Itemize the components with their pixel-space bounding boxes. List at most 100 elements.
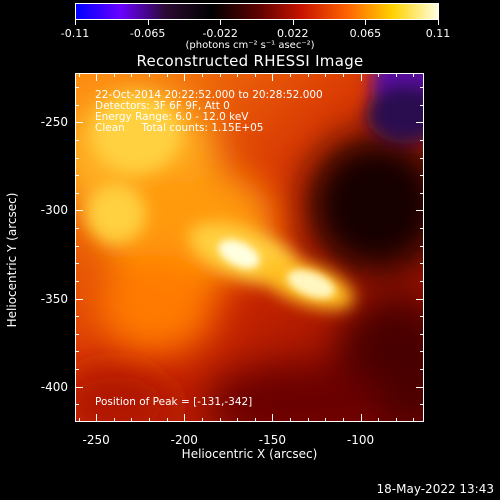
colorbar-tick [147, 20, 149, 25]
axis-tick-mark [75, 228, 79, 230]
colorbar-tick [438, 20, 439, 25]
colorbar-tick-label: 0.11 [425, 27, 451, 40]
axis-tick-mark [420, 228, 424, 230]
axis-tick-mark [420, 316, 424, 318]
axis-tick-mark [420, 263, 424, 265]
peak-position: Position of Peak = [-131,-342] [95, 396, 253, 408]
axis-tick-mark [75, 104, 79, 106]
colorbar-tick-label: -0.11 [60, 27, 90, 40]
colorbar-tick [365, 20, 367, 25]
colorbar-tick-label: 0.065 [349, 27, 382, 40]
colorbar [75, 3, 439, 20]
rhessi-image [76, 74, 423, 421]
colorbar-tick-label: 0.022 [277, 27, 309, 40]
info-time-range: 22-Oct-2014 20:22:52.000 to 20:28:52.000 [95, 89, 323, 101]
axis-tick-mark [413, 73, 415, 77]
axis-tick-mark [420, 333, 424, 335]
axis-tick-mark [75, 351, 79, 353]
footer-date: 18-May-2022 13:43 [376, 482, 494, 496]
info-total-counts: Clean Total counts: 1.15E+05 [95, 122, 264, 134]
axis-tick-mark [75, 192, 79, 194]
axis-tick-mark [254, 73, 256, 77]
image-title: Reconstructed RHESSI Image [136, 52, 364, 70]
axis-tick-mark [290, 418, 292, 422]
axis-tick-mark [272, 73, 274, 81]
axis-tick-mark [96, 73, 98, 81]
colorbar-tick [292, 20, 294, 25]
x-axis-label: Heliocentric X (arcsec) [181, 447, 318, 461]
axis-tick-mark [201, 73, 203, 77]
axis-tick-mark [378, 73, 380, 77]
axis-tick-mark [75, 245, 79, 247]
colorbar-tick-label: -0.022 [202, 27, 238, 40]
rhessi-image-plot: 22-Oct-2014 20:22:52.000 to 20:28:52.000… [75, 73, 424, 422]
axis-tick-mark [75, 316, 79, 318]
colorbar-tick-label: -0.065 [129, 27, 166, 40]
axis-tick-mark [78, 418, 80, 422]
axis-tick-mark [166, 418, 168, 422]
axis-tick-mark [342, 418, 344, 422]
axis-tick-mark [75, 280, 79, 282]
x-tick-label: -200 [170, 433, 198, 447]
axis-tick-mark [75, 210, 83, 212]
axis-tick-mark [420, 280, 424, 282]
axis-tick-mark [113, 73, 115, 77]
axis-tick-mark [237, 418, 239, 422]
axis-tick-mark [420, 175, 424, 177]
axis-tick-mark [166, 73, 168, 77]
axis-tick-mark [75, 333, 79, 335]
axis-tick-mark [307, 73, 309, 77]
colorbar-tick [220, 20, 222, 25]
axis-tick-mark [149, 418, 151, 422]
axis-tick-mark [420, 351, 424, 353]
axis-tick-mark [75, 87, 79, 89]
axis-tick-mark [219, 73, 221, 77]
axis-tick-mark [395, 418, 397, 422]
axis-tick-mark [201, 418, 203, 422]
x-tick-label: -150 [258, 433, 287, 447]
axis-tick-mark [420, 192, 424, 194]
axis-tick-mark [416, 386, 424, 388]
info-detectors: Detectors: 3F 6F 9F, Att 0 [95, 100, 230, 112]
axis-tick-mark [75, 263, 79, 265]
axis-tick-mark [272, 414, 274, 422]
axis-tick-mark [184, 73, 186, 81]
axis-tick-mark [149, 73, 151, 77]
axis-tick-mark [378, 418, 380, 422]
info-energy-range: Energy Range: 6.0 - 12.0 keV [95, 111, 249, 123]
axis-tick-mark [420, 369, 424, 371]
axis-tick-mark [254, 418, 256, 422]
axis-tick-mark [75, 386, 83, 388]
axis-tick-mark [75, 157, 79, 159]
y-tick-label: -250 [40, 115, 68, 130]
axis-tick-mark [420, 245, 424, 247]
colorbar-tick [75, 20, 76, 25]
axis-tick-mark [395, 73, 397, 77]
axis-tick-mark [360, 73, 362, 81]
axis-tick-mark [342, 73, 344, 77]
axis-tick-mark [416, 210, 424, 212]
y-tick-label: -300 [40, 203, 68, 218]
axis-tick-mark [131, 418, 133, 422]
axis-tick-mark [184, 414, 186, 422]
axis-tick-mark [75, 122, 83, 124]
axis-tick-mark [113, 418, 115, 422]
axis-tick-mark [78, 73, 80, 77]
y-tick-label: -400 [40, 379, 68, 394]
x-tick-label: -250 [82, 433, 110, 447]
axis-tick-mark [131, 73, 133, 77]
axis-tick-mark [75, 298, 83, 300]
axis-tick-mark [416, 298, 424, 300]
axis-tick-mark [219, 418, 221, 422]
axis-tick-mark [75, 404, 79, 406]
axis-tick-mark [75, 139, 79, 141]
colorbar-units: (photons cm⁻² s⁻¹ asec⁻²) [185, 40, 315, 51]
axis-tick-mark [96, 414, 98, 422]
axis-tick-mark [360, 414, 362, 422]
axis-tick-mark [420, 139, 424, 141]
axis-tick-mark [325, 73, 327, 77]
axis-tick-mark [420, 157, 424, 159]
y-tick-label: -350 [40, 291, 68, 306]
x-tick-label: -100 [346, 433, 375, 447]
axis-tick-mark [416, 122, 424, 124]
